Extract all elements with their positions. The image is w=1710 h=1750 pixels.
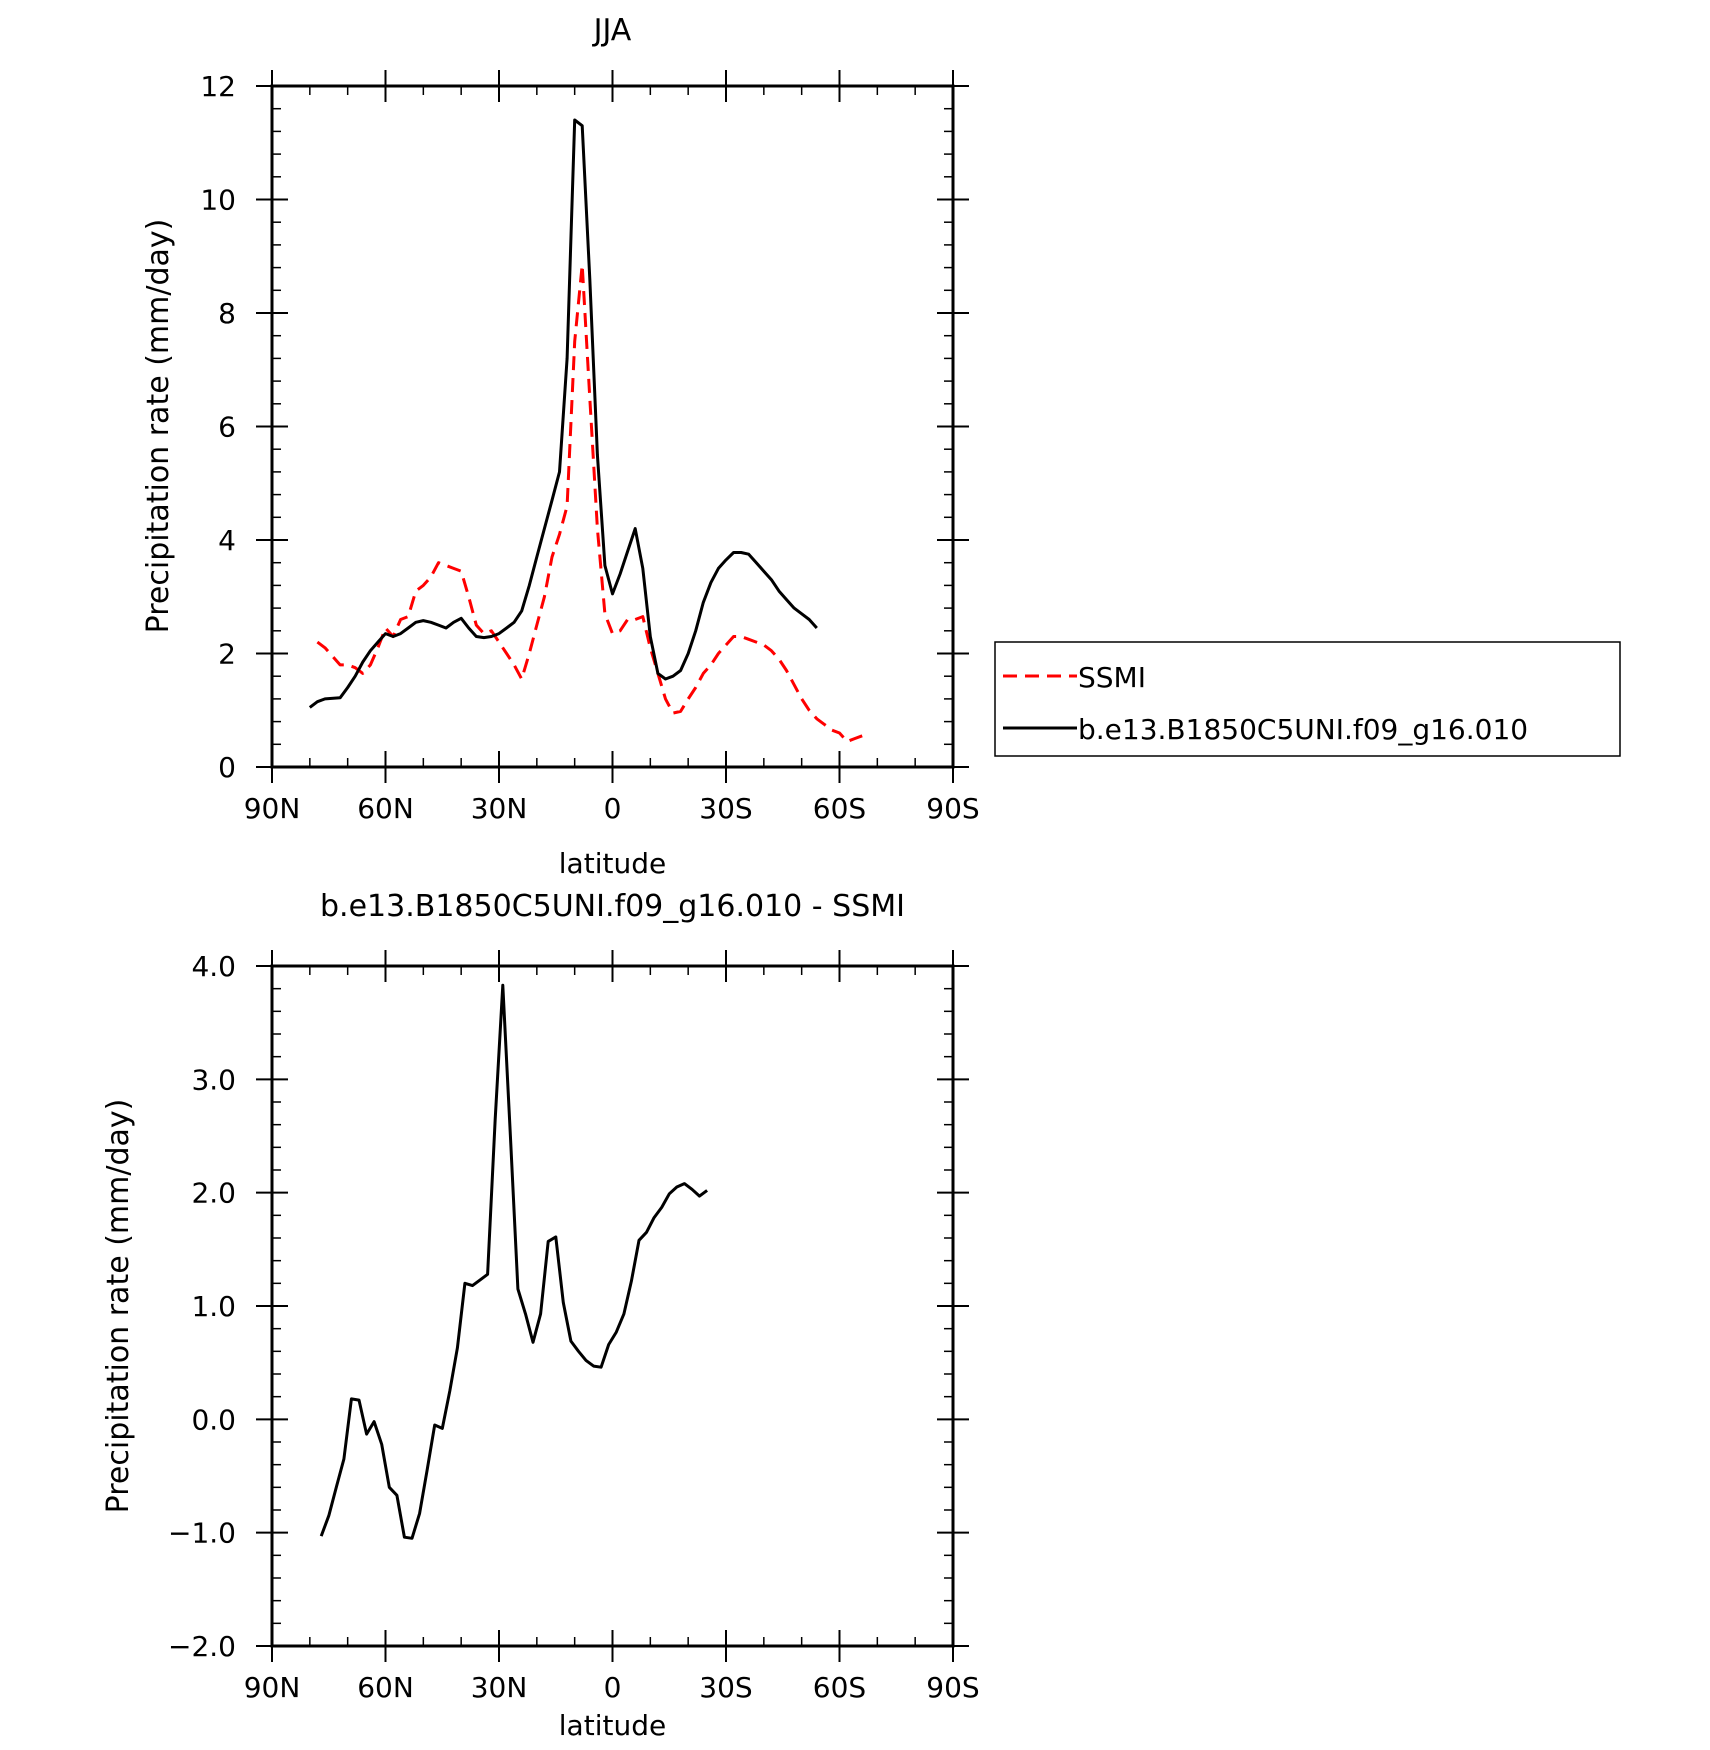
x-tick-label: 30N [471, 1671, 528, 1704]
y-tick-label: 2 [218, 638, 236, 671]
chart-title: b.e13.B1850C5UNI.f09_g16.010 - SSMI [320, 889, 905, 924]
y-tick-label: 8 [218, 297, 236, 330]
legend-box [994, 641, 1621, 757]
y-axis-label: Precipitation rate (mm/day) [101, 1099, 136, 1514]
x-tick-label: 90S [926, 792, 979, 825]
y-tick-label: 4 [218, 524, 236, 557]
plot-frame [270, 84, 955, 769]
y-tick-label: 0 [218, 751, 236, 784]
legend-label: b.e13.B1850C5UNI.f09_g16.010 [1078, 713, 1528, 746]
y-tick-label: 1.0 [191, 1290, 236, 1323]
x-tick-label: 60S [813, 1671, 866, 1704]
series-line-1 [319, 983, 708, 1540]
legend: SSMI b.e13.B1850C5UNI.f09_g16.010 [994, 641, 1621, 757]
chart-panel-1: JJA 0 2 4 6 8 10 12 90N 60N 30N 0 30S 60S 90S latitude P… [141, 13, 1621, 880]
y-tick-label: 3.0 [191, 1063, 236, 1096]
y-tick-label: 6 [218, 411, 236, 444]
x-tick-label: 0 [604, 792, 622, 825]
x-tick-label: 60S [813, 792, 866, 825]
chart-panel-2: b.e13.B1850C5UNI.f09_g16.010 - SSMI −2.0 −… [101, 889, 980, 1742]
x-tick-label: 30N [471, 792, 528, 825]
x-tick-label: 90N [244, 1671, 301, 1704]
y-tick-label: −2.0 [168, 1630, 236, 1663]
series-line-2 [308, 118, 818, 709]
plot-frame [270, 964, 955, 1648]
y-tick-label: 10 [200, 184, 236, 217]
x-axis-label: latitude [559, 1709, 666, 1742]
x-tick-label: 0 [604, 1671, 622, 1704]
y-tick-label: 12 [200, 70, 236, 103]
y-tick-label: −1.0 [168, 1517, 236, 1550]
x-tick-label: 60N [357, 1671, 414, 1704]
x-tick-label: 60N [357, 792, 414, 825]
series-line-1 [316, 263, 863, 743]
x-tick-label: 90N [244, 792, 301, 825]
y-tick-label: 2.0 [191, 1177, 236, 1210]
x-tick-label: 30S [699, 792, 752, 825]
y-tick-label: 0.0 [191, 1403, 236, 1436]
legend-label: SSMI [1078, 661, 1146, 694]
x-axis-label: latitude [559, 847, 666, 880]
x-tick-label: 90S [926, 1671, 979, 1704]
y-tick-label: 4.0 [191, 950, 236, 983]
y-axis-label: Precipitation rate (mm/day) [141, 219, 176, 634]
chart-title: JJA [592, 13, 632, 48]
x-tick-label: 30S [699, 1671, 752, 1704]
